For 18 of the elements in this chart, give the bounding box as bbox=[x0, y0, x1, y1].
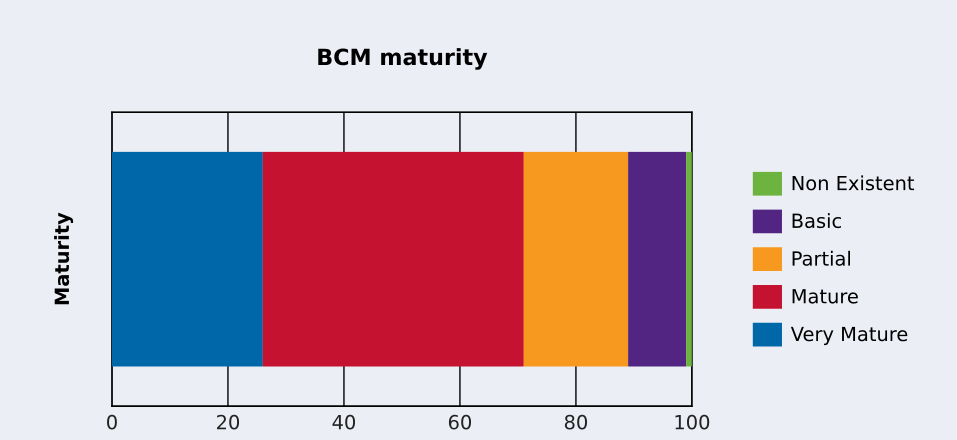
legend-label: Basic bbox=[792, 213, 841, 228]
legend-label: Very Mature bbox=[790, 326, 908, 346]
x-tick-label: 0 bbox=[107, 414, 117, 430]
x-tick-label: 80 bbox=[564, 414, 588, 430]
bar bbox=[112, 152, 263, 366]
y-axis-title: Maturity bbox=[54, 212, 74, 304]
x-tick-label: 40 bbox=[332, 414, 356, 430]
x-tick-label: 100 bbox=[675, 414, 710, 430]
chart-title: BCM maturity bbox=[318, 48, 488, 70]
bar bbox=[686, 152, 692, 366]
legend-label: Partial bbox=[792, 250, 850, 266]
bar bbox=[262, 152, 524, 366]
legend-label: Mature bbox=[792, 289, 858, 304]
bar bbox=[628, 152, 686, 366]
legend-label: Non Existent bbox=[792, 175, 914, 190]
x-tick-label: 20 bbox=[217, 414, 240, 430]
x-tick-label: 60 bbox=[448, 414, 472, 430]
bar bbox=[524, 152, 628, 366]
